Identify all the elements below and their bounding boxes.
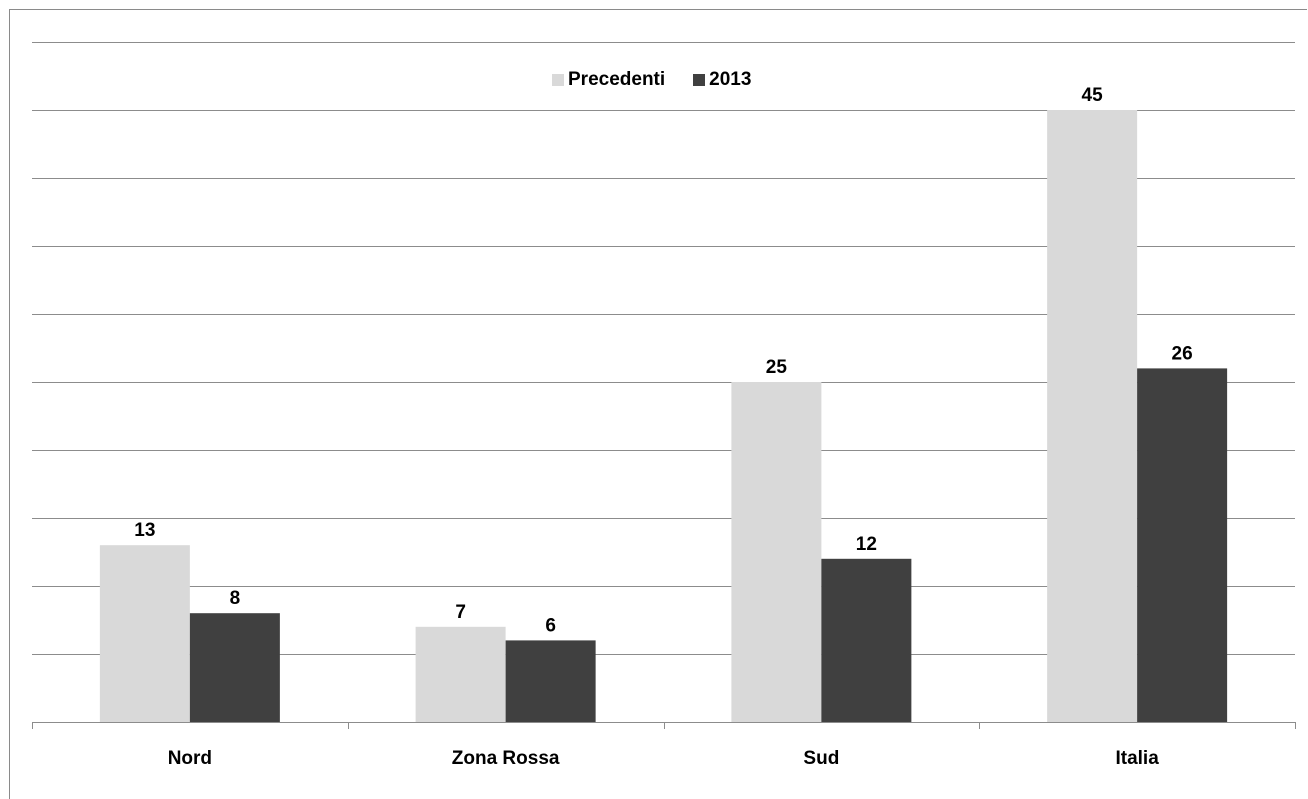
data-label: 7	[455, 602, 466, 623]
data-label: 13	[134, 520, 155, 541]
bar	[821, 558, 912, 722]
data-label: 6	[545, 615, 556, 636]
bar	[731, 382, 822, 722]
x-tick-label: Nord	[168, 748, 212, 769]
x-tick-label: Zona Rossa	[452, 748, 560, 769]
data-label: 45	[1082, 85, 1104, 106]
bar	[189, 613, 280, 722]
legend-item-precedenti: Precedenti	[552, 69, 665, 91]
bar	[415, 626, 506, 722]
legend-swatch-2013	[693, 74, 706, 86]
legend-swatch-precedenti	[552, 74, 564, 86]
bar	[1137, 368, 1228, 722]
legend-label-precedenti: Precedenti	[568, 69, 666, 90]
legend-label-2013: 2013	[709, 69, 752, 90]
bar	[99, 545, 190, 722]
data-label: 8	[230, 588, 241, 609]
legend-item-2013: 2013	[693, 69, 751, 91]
data-label: 12	[856, 534, 877, 555]
bar	[505, 640, 596, 722]
chart-legend: Precedenti 2013	[552, 69, 779, 91]
chart-frame	[9, 9, 1307, 799]
data-label: 25	[766, 357, 788, 378]
x-tick-label: Italia	[1115, 748, 1159, 769]
x-tick-label: Sud	[803, 748, 839, 769]
data-label: 26	[1172, 343, 1193, 364]
bar	[1047, 110, 1138, 722]
